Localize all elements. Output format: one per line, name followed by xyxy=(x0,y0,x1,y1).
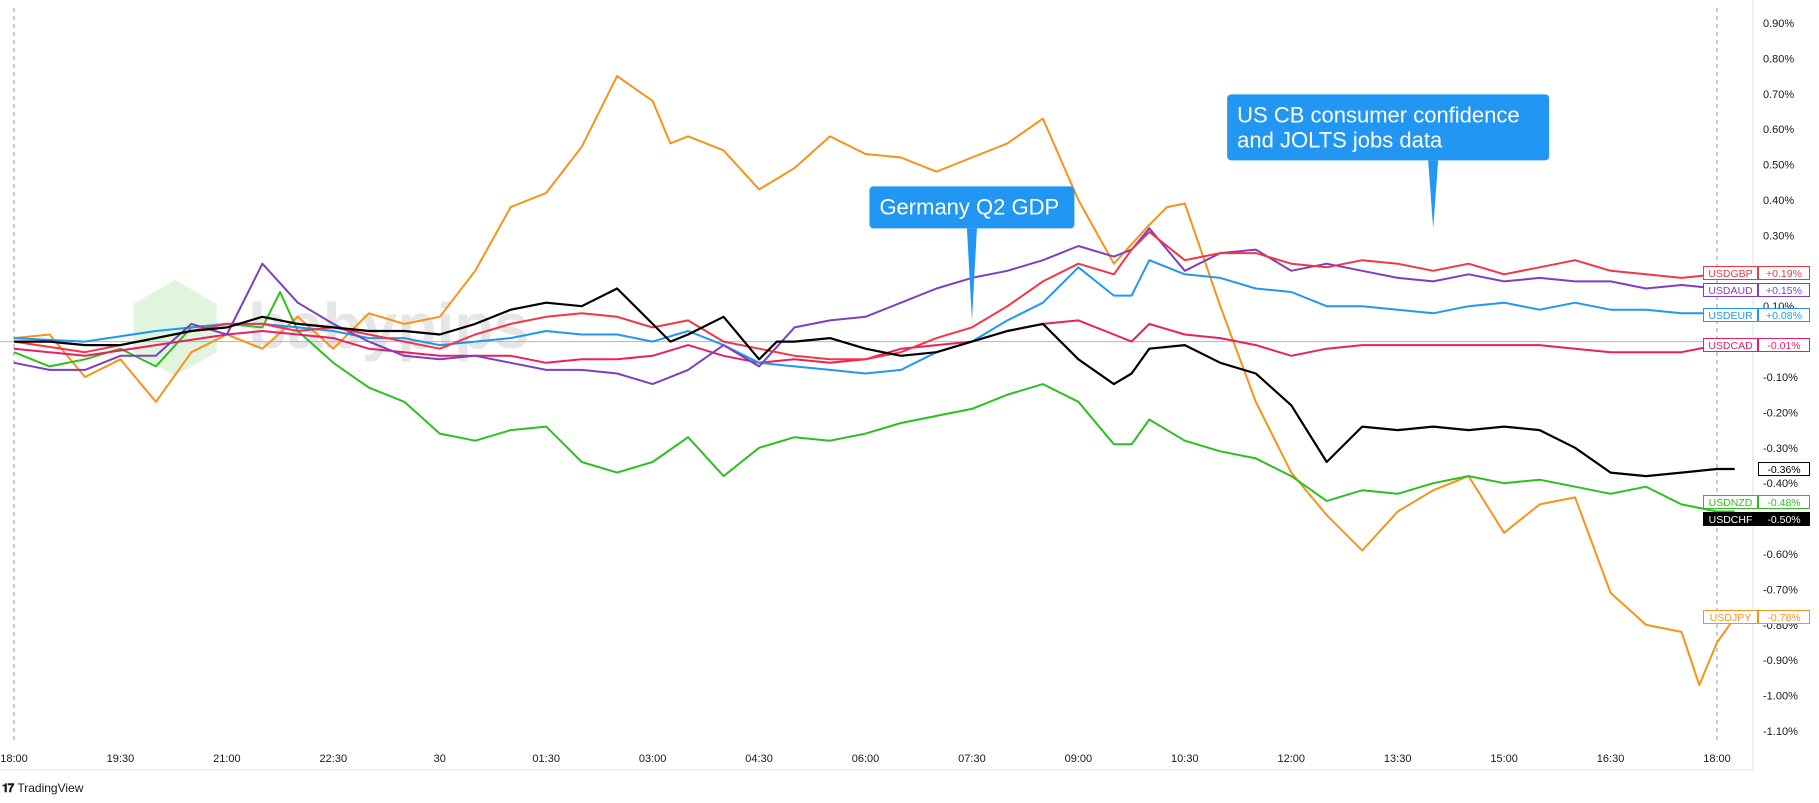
series-tag-value: +0.19% xyxy=(1766,268,1802,280)
y-tick-label: -0.40% xyxy=(1763,478,1798,490)
x-tick-label: 19:30 xyxy=(107,753,135,765)
y-tick-label: -0.10% xyxy=(1763,372,1798,384)
y-tick-label: -1.10% xyxy=(1763,726,1798,738)
series-tag-name-box xyxy=(1703,338,1758,352)
legend-tags: USDJPY -0.78% USDGBP +0.19% USDAUD +0.15% USDE… xyxy=(1703,266,1810,624)
series-tag-name: USDCAD xyxy=(1708,340,1753,352)
series-tag-name-box xyxy=(1703,512,1758,526)
y-tick-label: 0.80% xyxy=(1763,53,1794,65)
x-tick-label: 22:30 xyxy=(320,753,348,765)
series-tag-name: USDEUR xyxy=(1708,310,1753,322)
x-tick-label: 09:00 xyxy=(1065,753,1093,765)
series-tag-value-box xyxy=(1758,610,1810,624)
series-tag-usdeur: USDEUR +0.08% xyxy=(1703,308,1810,322)
annotation-callout: Germany Q2 GDP xyxy=(869,186,1075,321)
x-tick-label: 18:00 xyxy=(0,753,28,765)
series-tag-usdaud: USDAUD +0.15% xyxy=(1703,283,1810,297)
babypips-hexagon-logo-icon xyxy=(133,280,217,376)
series-lines xyxy=(13,75,1736,686)
x-tick-label: 18:00 xyxy=(1703,753,1731,765)
series-tag-name-box xyxy=(1703,308,1758,322)
y-tick-label: 0.30% xyxy=(1763,230,1794,242)
x-tick-label: 07:30 xyxy=(958,753,986,765)
series-tag-value-box xyxy=(1758,338,1810,352)
callout-box xyxy=(869,186,1075,229)
series-tag-name-box xyxy=(1703,266,1758,280)
current-price-value: -0.36% xyxy=(1767,464,1800,476)
y-tick-label: 0.50% xyxy=(1763,160,1794,172)
series-tag-name-box xyxy=(1703,610,1758,624)
y-tick-label: 0.70% xyxy=(1763,89,1794,101)
callout-text: and JOLTS jobs data xyxy=(1237,127,1443,152)
series-tag-value: +0.15% xyxy=(1766,285,1802,297)
series-tag-value-box xyxy=(1758,308,1810,322)
series-tag-value: -0.50% xyxy=(1767,514,1800,526)
series-tag-usdchf: USDCHF -0.50% xyxy=(1703,512,1810,526)
brand-label: TradingView xyxy=(17,781,84,795)
x-tick-label: 12:00 xyxy=(1277,753,1305,765)
series-tag-usdcad: USDCAD -0.01% xyxy=(1703,338,1810,352)
series-tag-value-box xyxy=(1758,266,1810,280)
series-tag-value: -0.01% xyxy=(1767,340,1800,352)
series-tag-name: USDCHF xyxy=(1709,514,1753,526)
y-tick-label: 0.40% xyxy=(1763,195,1794,207)
series-tag-name: USDGBP xyxy=(1708,268,1752,280)
callout-pointer xyxy=(1428,160,1439,229)
series-tag-usdgbp: USDGBP +0.19% xyxy=(1703,266,1810,280)
callouts: Germany Q2 GDP US CB consumer confidencea… xyxy=(869,94,1550,321)
series-line-usdgbp xyxy=(13,230,1735,361)
x-tick-label: 10:30 xyxy=(1171,753,1199,765)
current-price-tag: -0.36% xyxy=(1758,462,1810,477)
series-tag-value-box xyxy=(1758,283,1810,297)
y-tick-label: -0.70% xyxy=(1763,584,1798,596)
series-tag-name-box xyxy=(1703,495,1758,509)
series-line-usdjpy xyxy=(13,75,1736,686)
current-price-box xyxy=(1758,462,1810,477)
x-tick-label: 06:00 xyxy=(852,753,880,765)
series-tag-name: USDAUD xyxy=(1708,285,1753,297)
x-tick-label: 15:00 xyxy=(1490,753,1518,765)
series-tag-value: -0.48% xyxy=(1767,497,1800,509)
y-tick-label: -0.90% xyxy=(1763,655,1798,667)
x-tick-label: 04:30 xyxy=(745,753,773,765)
x-tick-label: 13:30 xyxy=(1384,753,1412,765)
series-tag-usdjpy: USDJPY -0.78% xyxy=(1703,610,1810,624)
series-tag-value-box xyxy=(1758,512,1810,526)
series-line-usdcad xyxy=(13,319,1735,364)
callout-pointer xyxy=(966,228,977,321)
footer: 𝟏𝟕 TradingView xyxy=(2,779,83,797)
x-tick-label: 03:00 xyxy=(639,753,667,765)
series-tag-name-box xyxy=(1703,283,1758,297)
y-tick-label: -0.60% xyxy=(1763,549,1798,561)
series-tag-value: +0.08% xyxy=(1766,310,1802,322)
series-tag-value: -0.78% xyxy=(1767,612,1800,624)
x-tick-label: 30 xyxy=(434,753,446,765)
series-line-usdaud xyxy=(13,227,1735,386)
y-tick-label: -0.30% xyxy=(1763,443,1798,455)
series-tag-usdnzd: USDNZD -0.48% xyxy=(1703,495,1810,509)
x-tick-label: 21:00 xyxy=(213,753,241,765)
y-tick-label: 0.90% xyxy=(1763,18,1794,30)
x-tick-label: 01:30 xyxy=(532,753,560,765)
callout-text: US CB consumer confidence xyxy=(1237,102,1519,127)
callout-text: Germany Q2 GDP xyxy=(879,194,1059,219)
x-tick-label: 16:30 xyxy=(1597,753,1625,765)
y-tick-label: 0.60% xyxy=(1763,124,1794,136)
callout-box xyxy=(1227,94,1550,161)
tradingview-logo-icon: 𝟏𝟕 xyxy=(2,780,14,795)
series-tag-name: USDNZD xyxy=(1709,497,1753,509)
y-tick-label: -1.00% xyxy=(1763,691,1798,703)
series-line-usdnzd xyxy=(13,291,1735,513)
y-tick-label: -0.20% xyxy=(1763,407,1798,419)
series-tag-name: USDJPY xyxy=(1710,612,1751,624)
series-line-usdchf xyxy=(14,287,1735,478)
series-tag-value-box xyxy=(1758,495,1810,509)
